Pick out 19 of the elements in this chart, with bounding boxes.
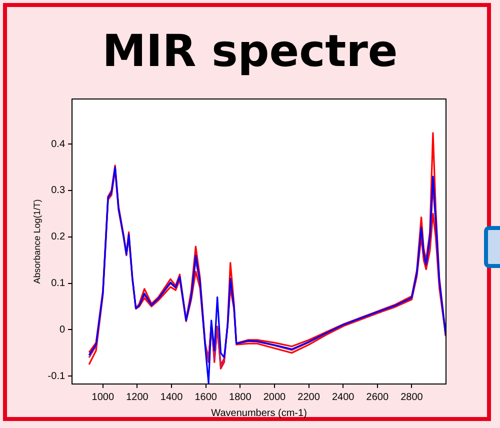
y-tick-label: 0.3	[51, 185, 66, 196]
y-axis-title: Absorbance Log(1/T)	[32, 199, 42, 284]
x-tick-label: 1800	[229, 392, 252, 403]
y-tick-label: 0	[59, 324, 66, 336]
chart-title: MIR spectre	[101, 26, 399, 78]
x-tick-label: 1600	[194, 392, 218, 403]
y-tick-label: 0.4	[51, 138, 66, 150]
x-tick-label: 2000	[263, 392, 286, 403]
x-axis-title: Wavenumbers (cm-1)	[211, 408, 307, 419]
x-tick-label: 2400	[332, 392, 355, 403]
x-tick-label: 1200	[126, 392, 149, 403]
x-tick-label: 1400	[160, 392, 184, 403]
x-tick-label: 1000	[92, 392, 114, 403]
y-tick-label: 0.1	[51, 278, 66, 290]
x-tick-label: 2800	[400, 392, 424, 403]
x-tick-label: 2600	[366, 392, 389, 403]
x-tick-label: 2200	[298, 392, 320, 403]
y-tick-label: -0.1	[48, 370, 66, 382]
y-tick-label: 0.2	[51, 232, 66, 243]
